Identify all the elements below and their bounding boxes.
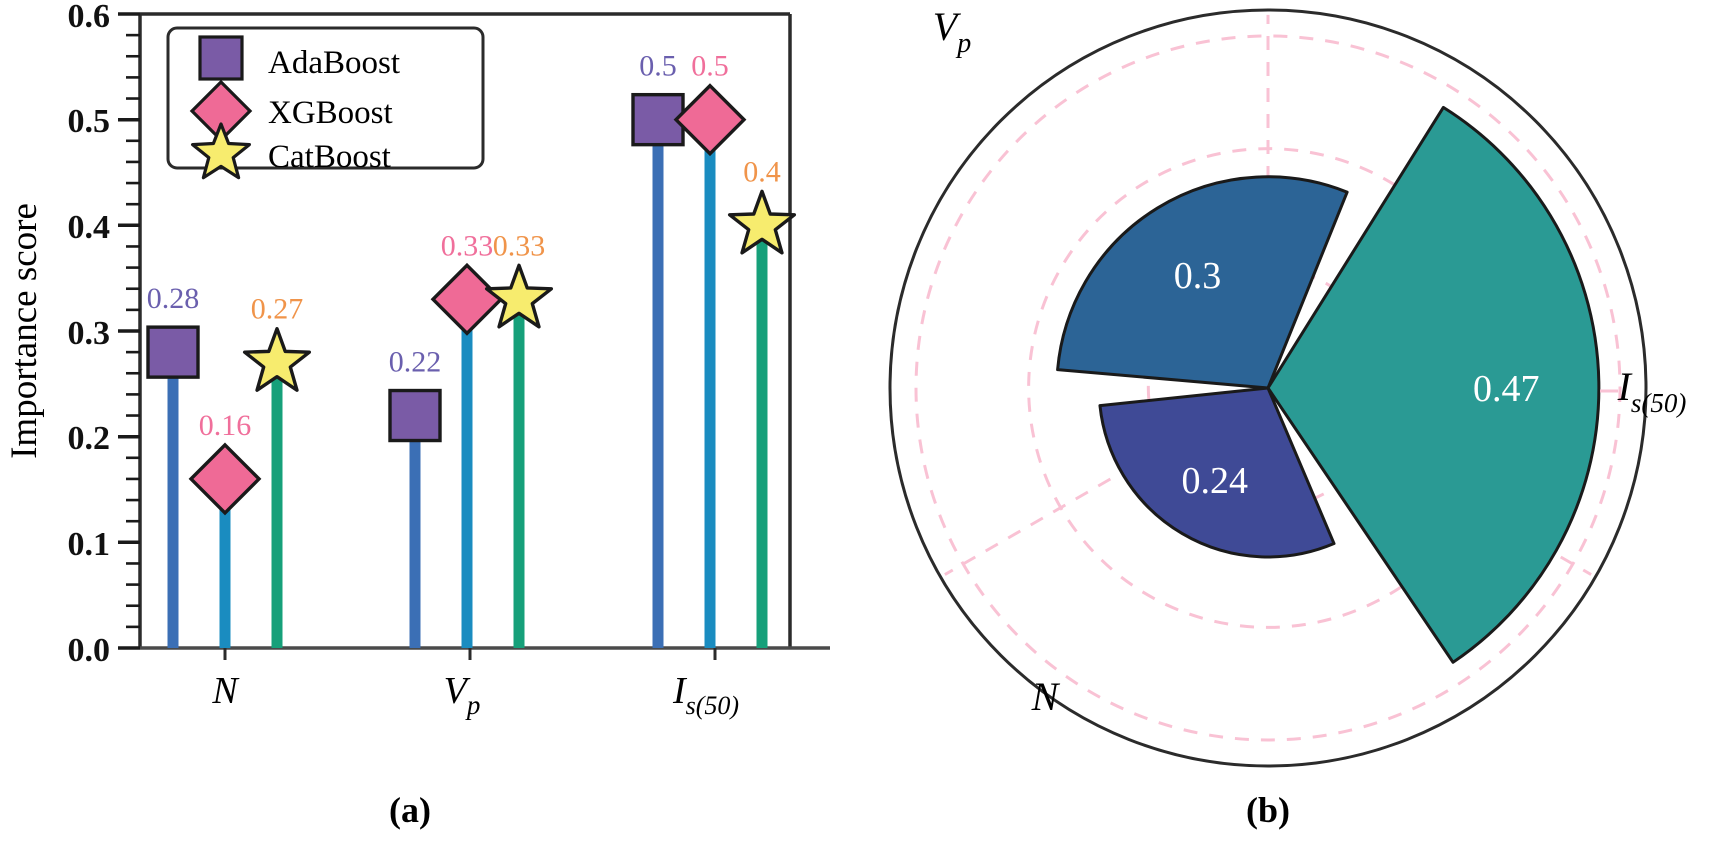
polar-wedge[interactable]: [1056, 175, 1349, 390]
markers-layer: [146, 83, 797, 516]
polar-wedge[interactable]: [1266, 105, 1601, 664]
marker-star[interactable]: [727, 189, 797, 255]
polar-wedge[interactable]: [1098, 386, 1336, 559]
legend[interactable]: AdaBoost XGBoost CatBoost: [166, 26, 485, 180]
y-tick-label: 0.5: [68, 103, 111, 140]
x-axis-ticks: [223, 648, 717, 660]
x-tick-labels: N Vp Is(50): [211, 670, 739, 720]
x-tick-label-vp: Vp: [444, 670, 481, 720]
x-tick-label-is50: Is(50): [672, 670, 739, 720]
data-value-label: 0.16: [199, 409, 252, 442]
marker-diamond[interactable]: [188, 442, 262, 516]
y-tick-label: 0.6: [68, 0, 111, 35]
polar-wedge-labels: 0.3 0.24 0.47: [1174, 255, 1540, 502]
legend-label-catboost: CatBoost: [268, 139, 391, 175]
polar-axis-label-n: N: [1031, 674, 1061, 719]
y-tick-label: 0.0: [68, 632, 111, 669]
panel-a-caption: (a): [389, 790, 431, 830]
data-value-label: 0.4: [743, 155, 781, 188]
data-value-label: 0.33: [441, 229, 494, 262]
legend-swatch-adaboost: [198, 35, 244, 81]
y-tick-label: 0.4: [68, 209, 111, 246]
legend-swatch-catboost: [191, 122, 251, 180]
polar-wedge-value-label: 0.47: [1473, 368, 1540, 410]
polar-wedge-value-label: 0.3: [1174, 255, 1222, 297]
y-tick-label: 0.3: [68, 315, 111, 352]
marker-diamond[interactable]: [430, 262, 504, 336]
value-labels-layer: 0.28 0.22 0.5 0.16 0.33 0.5 0.27 0.33 0.4: [147, 50, 781, 442]
data-value-label: 0.33: [493, 229, 546, 262]
marker-square[interactable]: [146, 325, 200, 379]
legend-label-xgboost: XGBoost: [268, 95, 393, 131]
marker-star[interactable]: [242, 327, 312, 392]
polar-wedge-value-label: 0.24: [1182, 460, 1249, 502]
data-value-label: 0.5: [691, 50, 729, 83]
panel-a-stem-chart: 0.6 0.5 0.4 0.3 0.2 0.1 0.0 Importance s…: [0, 0, 830, 848]
y-axis-major-ticks: [118, 12, 140, 650]
polar-wedges: [1056, 105, 1601, 664]
y-tick-labels: 0.6 0.5 0.4 0.3 0.2 0.1 0.0: [68, 0, 111, 669]
polar-outer-ring: [888, 8, 1648, 768]
data-value-label: 0.22: [389, 346, 442, 379]
y-axis-title: Importance score: [4, 203, 45, 459]
panel-a-svg: 0.6 0.5 0.4 0.3 0.2 0.1 0.0 Importance s…: [4, 0, 830, 830]
data-value-label: 0.5: [639, 50, 677, 83]
panel-b-caption: (b): [1246, 790, 1290, 830]
polar-axis-label-is50: Is(50): [1617, 364, 1687, 418]
panel-b-polar-chart: 0.3 0.24 0.47 Vp N Is(50) (b): [830, 0, 1734, 848]
marker-square[interactable]: [388, 388, 442, 443]
marker-diamond[interactable]: [673, 83, 747, 157]
polar-axis-label-vp: Vp: [933, 4, 971, 59]
marker-star[interactable]: [484, 263, 554, 329]
panel-b-svg: 0.3 0.24 0.47 Vp N Is(50) (b): [888, 4, 1687, 830]
y-axis-minor-ticks: [126, 33, 140, 629]
x-tick-label-n: N: [211, 670, 240, 712]
legend-box: [166, 26, 485, 170]
data-value-label: 0.28: [147, 282, 200, 315]
legend-label-adaboost: AdaBoost: [268, 45, 400, 81]
data-value-label: 0.27: [251, 293, 304, 326]
y-tick-label: 0.2: [68, 420, 111, 457]
y-tick-label: 0.1: [68, 526, 111, 563]
polar-grid-ring: [914, 34, 1622, 742]
